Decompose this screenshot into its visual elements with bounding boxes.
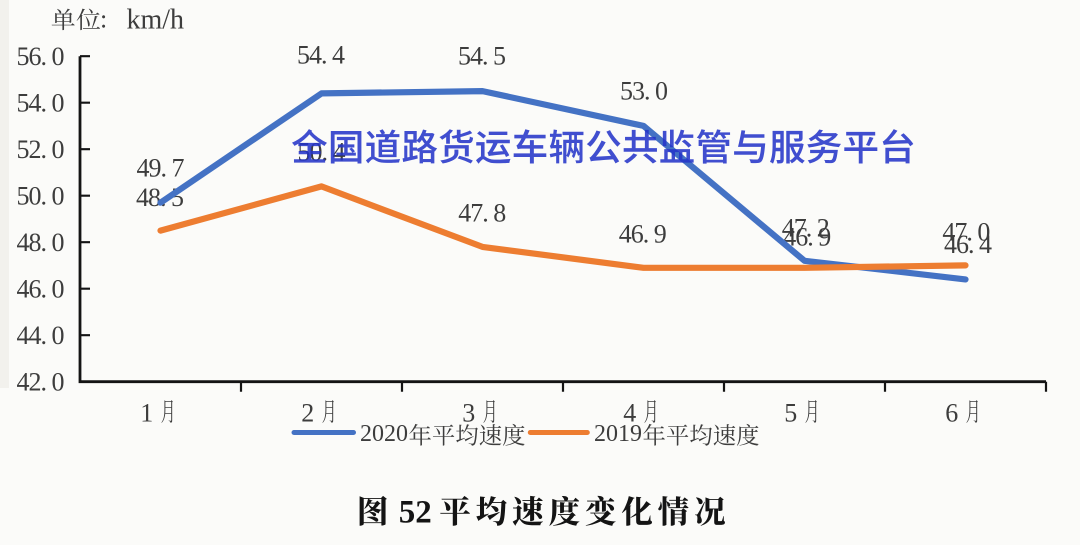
- svg-text:1: 1: [140, 398, 152, 427]
- svg-text:46. 4: 46. 4: [944, 230, 992, 259]
- svg-text:52: 52: [399, 495, 432, 531]
- svg-text:49. 7: 49. 7: [137, 154, 185, 183]
- svg-text:2019: 2019: [594, 421, 642, 447]
- svg-text:47. 0: 47. 0: [942, 218, 990, 247]
- svg-text:4: 4: [623, 398, 636, 427]
- svg-text:50. 0: 50. 0: [17, 181, 65, 210]
- svg-text:47. 8: 47. 8: [458, 199, 506, 228]
- svg-text:3: 3: [462, 398, 474, 427]
- svg-text:44. 0: 44. 0: [17, 321, 65, 350]
- svg-text:2020: 2020: [360, 421, 408, 447]
- svg-text:54. 5: 54. 5: [458, 42, 505, 71]
- svg-text:6: 6: [945, 398, 958, 427]
- svg-text:5: 5: [784, 398, 796, 427]
- svg-text:52. 0: 52. 0: [17, 135, 65, 164]
- svg-text:48. 5: 48. 5: [136, 183, 183, 212]
- svg-text:46. 9: 46. 9: [619, 220, 666, 249]
- svg-text:53. 0: 53. 0: [620, 77, 668, 106]
- svg-text:56. 0: 56. 0: [17, 42, 65, 71]
- svg-text:42. 0: 42. 0: [17, 367, 65, 396]
- svg-text:54. 0: 54. 0: [17, 88, 65, 117]
- svg-text:2: 2: [301, 398, 313, 427]
- svg-text:km/h: km/h: [127, 5, 185, 36]
- svg-text::: :: [100, 5, 106, 34]
- svg-text:46. 0: 46. 0: [17, 274, 65, 303]
- svg-text:47. 2: 47. 2: [782, 214, 829, 243]
- svg-text:48. 0: 48. 0: [17, 228, 65, 257]
- svg-text:54. 4: 54. 4: [297, 41, 345, 70]
